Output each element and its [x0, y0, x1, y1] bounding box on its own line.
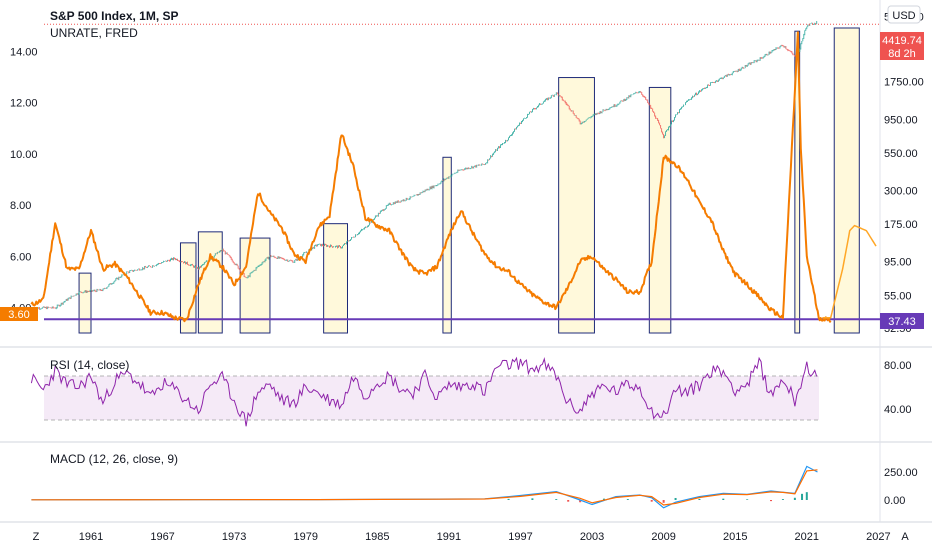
timezone-button[interactable]: Z — [33, 531, 40, 543]
macd-histogram-bar — [555, 499, 558, 500]
highlight-box-6 — [442, 156, 452, 334]
rsi-line — [30, 356, 818, 427]
right-axis-tick: 950.00 — [884, 114, 918, 126]
left-axis-tick: 14.00 — [10, 47, 38, 59]
macd-histogram-bar — [662, 500, 665, 503]
macd-histogram-bar — [567, 500, 570, 502]
macd-histogram-bar — [579, 500, 582, 503]
rsi-axis-tick: 40.00 — [884, 404, 912, 416]
right-axis-tick: 300.00 — [884, 186, 918, 198]
x-axis-tick: 1961 — [79, 531, 103, 543]
macd-title: MACD (12, 26, close, 9) — [50, 452, 178, 466]
highlight-box-8 — [648, 86, 672, 334]
svg-text:37.43: 37.43 — [888, 316, 916, 328]
macd-histogram-bar — [626, 499, 629, 500]
highlight-box-9 — [794, 30, 801, 334]
rsi-layer — [30, 356, 819, 427]
right-axis-tick: 1750.00 — [884, 76, 924, 88]
price-badge: 4419.74 8d 2h — [880, 32, 924, 60]
chart-subtitle: UNRATE, FRED — [50, 26, 138, 40]
x-axis-tick: 2015 — [723, 531, 747, 543]
right-axis-tick: 175.00 — [884, 219, 918, 231]
macd-line — [31, 465, 818, 509]
macd-axis-tick: 250.00 — [884, 467, 918, 479]
highlight-box-3 — [197, 231, 223, 334]
sp500-candles-layer — [31, 21, 818, 310]
macd-histogram-bar — [650, 500, 653, 502]
x-axis-tick: 2021 — [795, 531, 819, 543]
right-axis-tick: 55.00 — [884, 290, 912, 302]
highlight-layer — [78, 27, 860, 334]
auto-scale-button[interactable]: A — [901, 531, 909, 543]
price-badge-value: 4419.74 — [882, 35, 922, 47]
x-axis-tick: 1973 — [222, 531, 246, 543]
macd-histogram-bar — [722, 498, 725, 500]
macd-histogram-bar — [781, 499, 784, 500]
svg-text:USD: USD — [892, 10, 915, 22]
x-axis-tick: 1991 — [437, 531, 461, 543]
support-badge: 37.43 — [880, 313, 924, 329]
rsi-band-fill — [44, 376, 819, 420]
x-axis-tick: 1967 — [150, 531, 174, 543]
highlight-box-5 — [323, 223, 348, 334]
highlight-box-4 — [239, 237, 271, 334]
highlight-box-10 — [833, 27, 860, 334]
macd-histogram-bar — [793, 497, 796, 500]
x-axis-tick: 1997 — [508, 531, 532, 543]
left-axis-tick: 12.00 — [10, 98, 38, 110]
x-axis-tick: 1979 — [293, 531, 317, 543]
right-axis-tick: 550.00 — [884, 148, 918, 160]
price-badge-countdown: 8d 2h — [888, 48, 916, 60]
macd-layer — [31, 465, 818, 509]
macd-histogram-bar — [698, 498, 701, 500]
macd-histogram-bar — [801, 493, 804, 500]
macd-histogram-bar — [507, 498, 510, 500]
x-axis-tick: 1985 — [365, 531, 389, 543]
chart-title: S&P 500 Index, 1M, SP — [50, 9, 179, 23]
x-axis-tick: 2003 — [580, 531, 604, 543]
macd-signal-line — [31, 469, 818, 506]
macd-histogram-bar — [746, 499, 749, 500]
right-axis-tick: 95.00 — [884, 257, 912, 269]
unrate-line — [30, 31, 832, 324]
unrate-projection-line — [822, 224, 877, 319]
macd-axis-tick: 0.00 — [884, 495, 905, 507]
rsi-title: RSI (14, close) — [50, 358, 129, 372]
highlight-box-7 — [558, 77, 595, 334]
currency-button[interactable]: USD — [887, 5, 921, 24]
left-axis-tick: 8.00 — [10, 200, 31, 212]
rsi-axis-tick: 80.00 — [884, 360, 912, 372]
macd-histogram-bar — [674, 497, 677, 500]
x-axis-tick: 2009 — [651, 531, 675, 543]
macd-histogram-bar — [531, 498, 534, 500]
macd-histogram-bar — [805, 492, 808, 500]
lines-layer — [30, 23, 880, 324]
svg-text:3.60: 3.60 — [8, 309, 29, 321]
x-axis-tick: 2027 — [866, 531, 890, 543]
highlight-box-1 — [78, 272, 92, 334]
left-axis-tick: 10.00 — [10, 149, 38, 161]
left-axis-tick: 6.00 — [10, 251, 31, 263]
unrate-last-badge: 3.60 — [0, 307, 38, 321]
macd-histogram-bar — [770, 500, 773, 502]
macd-histogram-bar — [602, 498, 605, 500]
